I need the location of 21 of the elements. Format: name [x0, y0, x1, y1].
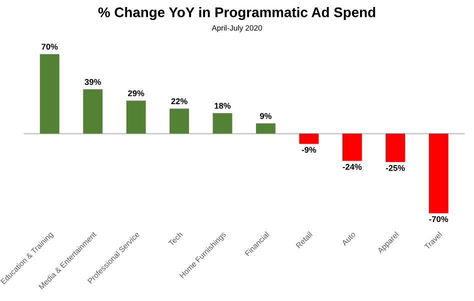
bar — [342, 134, 362, 161]
bar — [256, 123, 276, 134]
data-label: -24% — [342, 164, 362, 170]
bar — [386, 134, 406, 162]
bar — [299, 134, 319, 144]
data-label: 9% — [260, 113, 272, 119]
data-label: 70% — [42, 44, 58, 50]
bar — [170, 108, 190, 134]
data-label: 39% — [84, 78, 101, 85]
data-label: 22% — [171, 98, 188, 104]
chart-title: % Change YoY in Programmatic Ad Spend — [98, 7, 376, 20]
bar — [83, 89, 103, 134]
data-label: -9% — [302, 146, 316, 153]
data-label: -25% — [386, 165, 405, 171]
data-label: -70% — [429, 216, 448, 222]
bar — [212, 113, 232, 134]
bar — [428, 134, 448, 214]
bar — [126, 100, 146, 134]
data-label: 29% — [128, 90, 144, 96]
data-label: 18% — [214, 102, 231, 109]
bar — [40, 54, 60, 134]
